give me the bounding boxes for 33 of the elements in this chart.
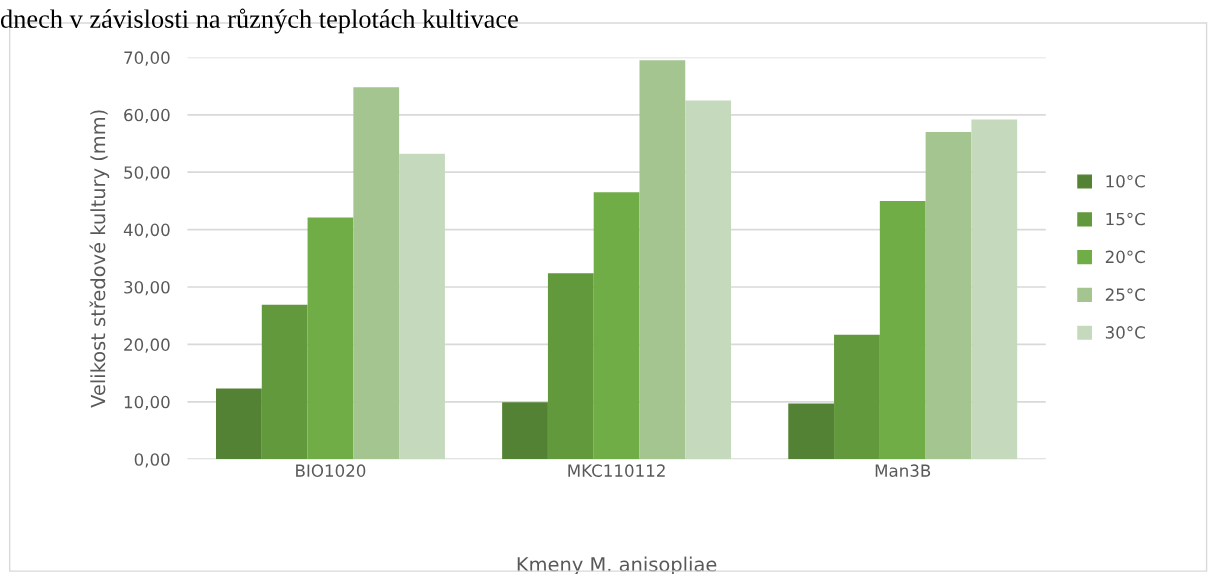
bar: [547, 273, 594, 460]
y-tick-label: 40,00: [123, 223, 170, 238]
x-tick-label: Man3B: [875, 464, 931, 477]
y-tick-label: 60,00: [124, 108, 170, 124]
bar: [216, 388, 262, 460]
bar: [502, 402, 548, 460]
chart-title: dnech v závislosti na různých teplotách kultivace: [0, 8, 518, 34]
y-tick-label: 20,00: [124, 338, 170, 353]
y-tick-label: 70,00: [124, 51, 170, 66]
x-tick-label: BIO1020: [296, 464, 366, 477]
bar: [788, 403, 835, 460]
bar: [879, 200, 926, 460]
bar: [307, 217, 354, 460]
bar: [261, 304, 308, 460]
legend-label: 20°C: [1105, 250, 1145, 264]
bar: [399, 153, 445, 460]
bar: [834, 334, 880, 460]
y-axis-title: Velikost středové kultury (mm): [89, 110, 110, 408]
legend-label: 10°C: [1106, 174, 1145, 188]
bar: [639, 60, 686, 460]
x-tick-label: MKC110112: [568, 464, 665, 477]
legend-label: 25°C: [1105, 288, 1145, 301]
bar: [925, 132, 972, 460]
y-tick-label: 0,00: [134, 453, 170, 468]
y-tick-label: 30,00: [124, 280, 170, 296]
bar: [685, 100, 732, 460]
legend-label: 30°C: [1105, 326, 1145, 339]
bar: [353, 87, 400, 460]
legend-label: 15°C: [1106, 212, 1145, 226]
y-tick-label: 10,00: [124, 395, 170, 411]
bar: [593, 192, 640, 460]
y-tick-label: 50,00: [124, 166, 170, 181]
bar: [971, 119, 1018, 460]
